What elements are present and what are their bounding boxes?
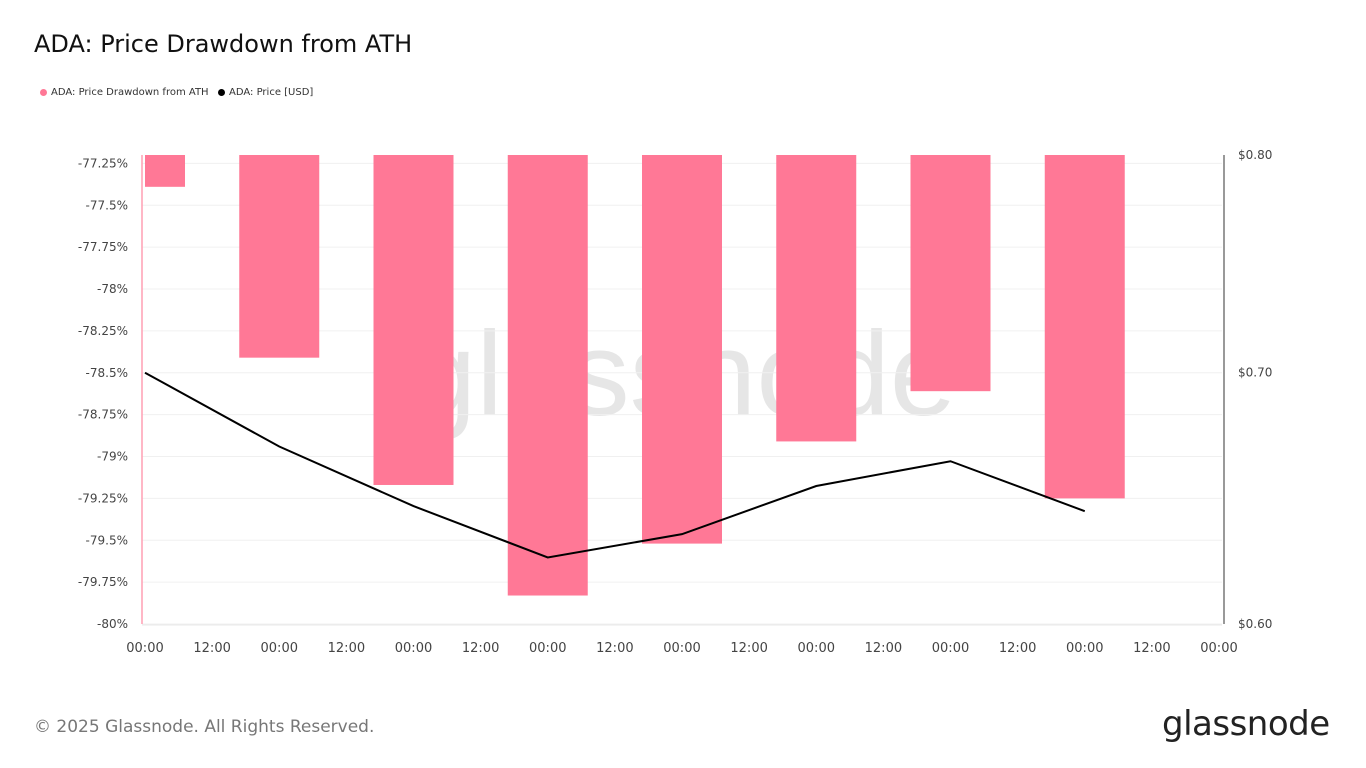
y-tick-label-left: -77.5%	[86, 198, 128, 212]
glassnode-logo: glassnode	[1162, 704, 1330, 744]
legend-label: ADA: Price Drawdown from ATH	[51, 87, 209, 98]
y-tick-label-left: -77.25%	[78, 156, 128, 170]
x-tick-label: 12:00	[328, 641, 365, 656]
x-tick-label: 12:00	[730, 641, 767, 656]
y-tick-label-left: -79.75%	[78, 575, 128, 589]
x-tick-label: 00:00	[932, 641, 969, 656]
legend-item-drawdown[interactable]: ADA: Price Drawdown from ATH	[40, 87, 209, 98]
x-tick-label: 00:00	[126, 641, 163, 656]
y-tick-label-left: -78.75%	[78, 408, 128, 422]
drawdown-bar	[145, 155, 185, 187]
y-tick-label-left: -78%	[97, 282, 128, 296]
x-tick-label: 12:00	[596, 641, 633, 656]
x-tick-label: 00:00	[395, 641, 432, 656]
x-tick-label: 12:00	[193, 641, 230, 656]
x-tick-label: 00:00	[1200, 641, 1237, 656]
y-tick-label-left: -77.75%	[78, 240, 128, 254]
legend-label: ADA: Price [USD]	[229, 87, 314, 98]
price-line	[144, 371, 1086, 559]
x-tick-label: 12:00	[1133, 641, 1170, 656]
drawdown-bar	[642, 155, 722, 544]
drawdown-bar	[507, 155, 588, 596]
y-tick-label-right: $0.80	[1238, 148, 1272, 162]
chart-title: ADA: Price Drawdown from ATH	[34, 30, 413, 58]
y-tick-label-left: -78.25%	[78, 324, 128, 338]
x-tick-label: 00:00	[1066, 641, 1103, 656]
x-tick-label: 12:00	[999, 641, 1036, 656]
x-tick-label: 00:00	[663, 641, 700, 656]
drawdown-bar	[910, 155, 991, 392]
x-tick-label: 00:00	[529, 641, 566, 656]
y-tick-label-right: $0.60	[1238, 617, 1272, 631]
y-tick-label-left: -79.25%	[78, 491, 128, 505]
y-tick-label-left: -78.5%	[86, 366, 128, 380]
drawdown-bar	[1044, 155, 1125, 499]
y-tick-label-right: $0.70	[1238, 366, 1272, 380]
x-tick-label: 12:00	[462, 641, 499, 656]
x-tick-label: 12:00	[865, 641, 902, 656]
legend-dot-icon	[40, 89, 47, 96]
drawdown-bar	[373, 155, 454, 485]
y-tick-label-left: -79.5%	[86, 533, 128, 547]
legend-dot-icon	[218, 89, 225, 96]
y-tick-label-left: -79%	[97, 450, 128, 464]
copyright: © 2025 Glassnode. All Rights Reserved.	[34, 717, 375, 737]
x-tick-label: 00:00	[798, 641, 835, 656]
x-tick-label: 00:00	[261, 641, 298, 656]
drawdown-bar	[239, 155, 320, 358]
y-tick-label-left: -80%	[97, 617, 128, 631]
drawdown-bar	[776, 155, 857, 442]
legend-item-price[interactable]: ADA: Price [USD]	[218, 87, 313, 98]
